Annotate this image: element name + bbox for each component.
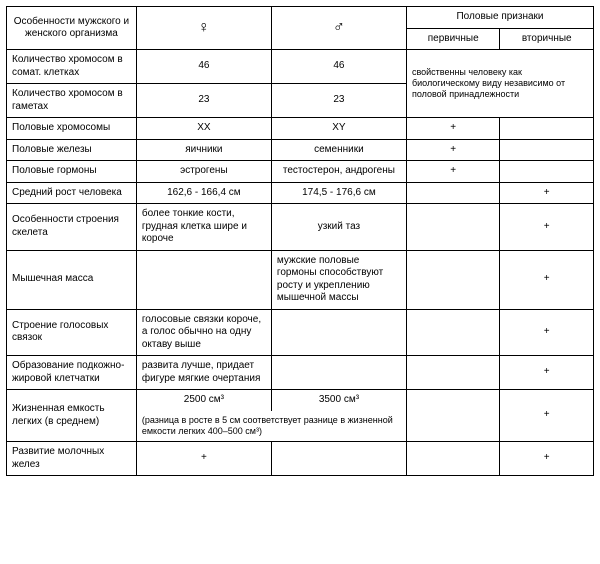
cell-feature: Количество хромосом в гаметах <box>7 84 137 118</box>
cell-female: развита лучше, придает фигуре мягкие оче… <box>136 356 271 390</box>
cell-male <box>271 442 406 476</box>
table-row: Особенности строения скелета более тонки… <box>7 204 594 251</box>
cell-primary <box>406 309 500 356</box>
cell-male: 23 <box>271 84 406 118</box>
cell-female: 23 <box>136 84 271 118</box>
cell-feature: Развитие молочных желез <box>7 442 137 476</box>
cell-primary: + <box>406 118 500 140</box>
table-row: Мышечная масса мужские половые гормоны с… <box>7 250 594 309</box>
table-row: Образование подкожно-жировой клетчатки р… <box>7 356 594 390</box>
cell-secondary: + <box>500 182 594 204</box>
cell-feature: Жизненная емкость легких (в среднем) <box>7 390 137 442</box>
cell-male: семенники <box>271 139 406 161</box>
cell-female <box>136 250 271 309</box>
cell-primary <box>406 442 500 476</box>
cell-female: 46 <box>136 50 271 84</box>
cell-primary <box>406 356 500 390</box>
cell-feature: Особенности строения скелета <box>7 204 137 251</box>
cell-secondary: + <box>500 309 594 356</box>
cell-feature: Половые хромосомы <box>7 118 137 140</box>
cell-primary <box>406 182 500 204</box>
cell-lung-note: (разница в росте в 5 см соответствует ра… <box>136 411 406 442</box>
cell-male <box>271 356 406 390</box>
cell-primary <box>406 204 500 251</box>
cell-female: яичники <box>136 139 271 161</box>
header-male-symbol: ♂ <box>271 7 406 50</box>
cell-primary <box>406 390 500 442</box>
cell-female: 162,6 - 166,4 см <box>136 182 271 204</box>
table-row: Половые железы яичники семенники + <box>7 139 594 161</box>
header-sex-traits: Половые признаки <box>406 7 593 29</box>
table-row: Развитие молочных желез + + <box>7 442 594 476</box>
cell-secondary <box>500 118 594 140</box>
header-primary: первичные <box>406 28 500 50</box>
cell-male: 46 <box>271 50 406 84</box>
cell-male: XY <box>271 118 406 140</box>
cell-secondary: + <box>500 356 594 390</box>
table-row: Средний рост человека 162,6 - 166,4 см 1… <box>7 182 594 204</box>
cell-male: тестостерон, андрогены <box>271 161 406 183</box>
cell-feature: Половые железы <box>7 139 137 161</box>
table-row: Количество хромосом в сомат. клетках 46 … <box>7 50 594 84</box>
cell-feature: Половые гормоны <box>7 161 137 183</box>
cell-male: мужские половые гормоны способствуют рос… <box>271 250 406 309</box>
cell-secondary: + <box>500 390 594 442</box>
cell-feature: Строение голосовых связок <box>7 309 137 356</box>
cell-male: 3500 см³ <box>271 390 406 411</box>
cell-secondary <box>500 161 594 183</box>
cell-feature: Количество хромосом в сомат. клетках <box>7 50 137 84</box>
cell-feature: Мышечная масса <box>7 250 137 309</box>
cell-span-note: свойственны человеку как биологическому … <box>406 50 593 118</box>
table-row: Половые хромосомы XX XY + <box>7 118 594 140</box>
cell-female: XX <box>136 118 271 140</box>
header-female-symbol: ♀ <box>136 7 271 50</box>
header-secondary: вторичные <box>500 28 594 50</box>
cell-female: 2500 см³ <box>136 390 271 411</box>
cell-female: + <box>136 442 271 476</box>
cell-feature: Образование подкожно-жировой клетчатки <box>7 356 137 390</box>
cell-feature: Средний рост человека <box>7 182 137 204</box>
cell-male: 174,5 - 176,6 см <box>271 182 406 204</box>
cell-female: более тонкие кости, грудная клетка шире … <box>136 204 271 251</box>
cell-secondary <box>500 139 594 161</box>
header-features: Особенности мужского и женского организм… <box>7 7 137 50</box>
table-row: Половые гормоны эстрогены тестостерон, а… <box>7 161 594 183</box>
cell-secondary: + <box>500 204 594 251</box>
cell-male <box>271 309 406 356</box>
comparison-table: Особенности мужского и женского организм… <box>6 6 594 476</box>
table-row: Строение голосовых связок голосовые связ… <box>7 309 594 356</box>
cell-male: узкий таз <box>271 204 406 251</box>
cell-female: голосовые связки короче, а голос обычно … <box>136 309 271 356</box>
cell-primary: + <box>406 161 500 183</box>
cell-primary <box>406 250 500 309</box>
cell-female: эстрогены <box>136 161 271 183</box>
cell-secondary: + <box>500 442 594 476</box>
table-row: Жизненная емкость легких (в среднем) 250… <box>7 390 594 411</box>
cell-secondary: + <box>500 250 594 309</box>
cell-primary: + <box>406 139 500 161</box>
